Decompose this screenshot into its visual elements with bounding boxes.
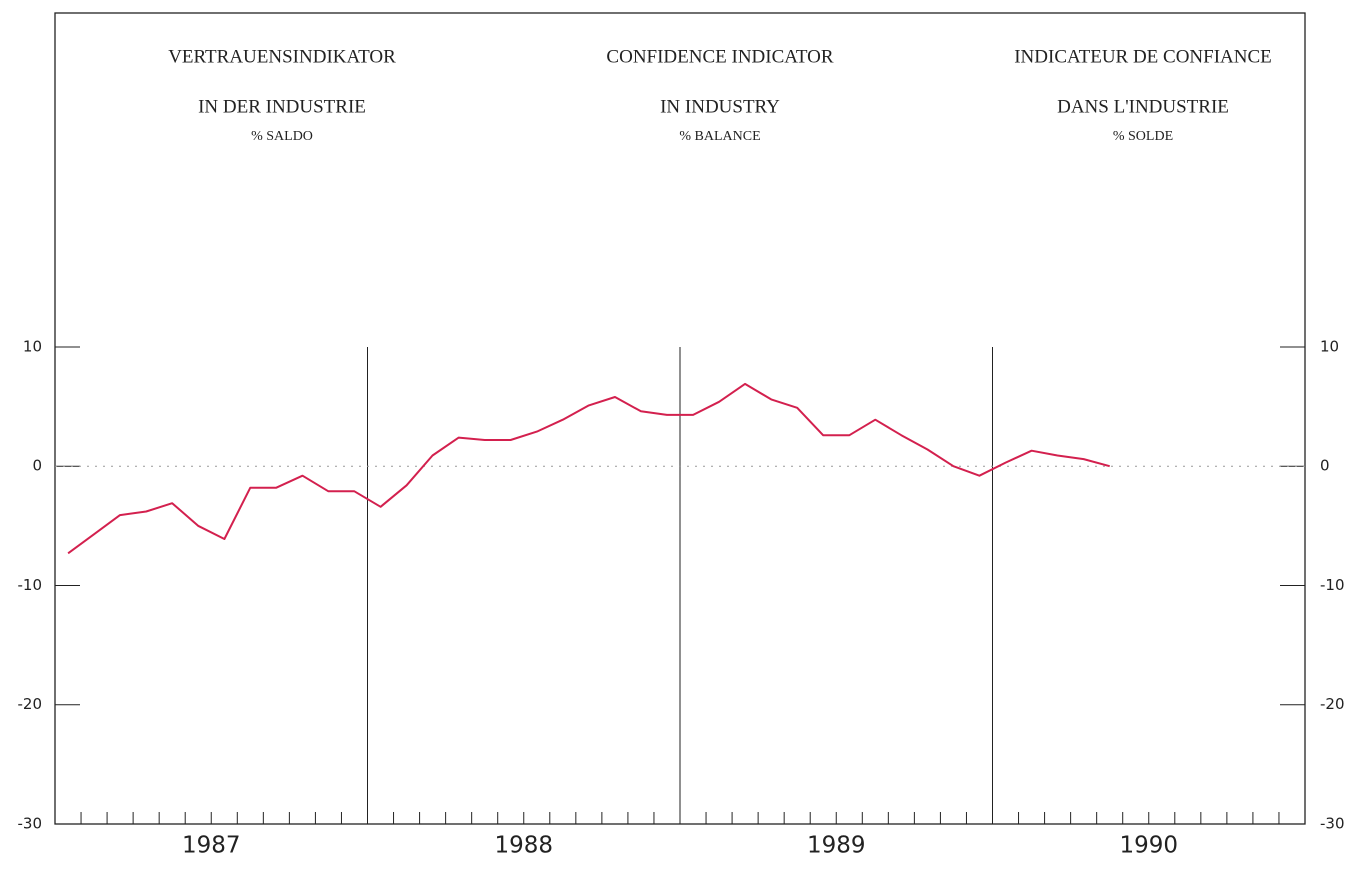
title-line: % SOLDE bbox=[1113, 129, 1173, 144]
y-tick-label: 10 bbox=[23, 337, 42, 355]
title-line: INDICATEUR DE CONFIANCE bbox=[1014, 46, 1272, 67]
data-line bbox=[67, 382, 1110, 555]
title-line: % SALDO bbox=[251, 129, 313, 144]
x-tick-label: 1990 bbox=[1119, 833, 1178, 859]
x-tick-label: 1988 bbox=[494, 833, 553, 859]
x-tick-label: 1987 bbox=[182, 833, 241, 859]
x-tick-label: 1989 bbox=[807, 833, 866, 859]
y2-tick-label: 10 bbox=[1320, 337, 1339, 355]
y2-tick-label: -20 bbox=[1320, 695, 1345, 713]
title-line: VERTRAUENSINDIKATOR bbox=[168, 46, 396, 67]
y2-tick-label: -10 bbox=[1320, 576, 1345, 594]
y2-tick-label: -30 bbox=[1320, 815, 1345, 833]
title-line: IN DER INDUSTRIE bbox=[198, 96, 366, 117]
y-tick-label: -20 bbox=[18, 695, 43, 713]
title-line: % BALANCE bbox=[679, 129, 760, 144]
y2-tick-label: 0 bbox=[1320, 457, 1330, 475]
y-tick-label: -30 bbox=[18, 815, 43, 833]
y-tick-label: 0 bbox=[32, 457, 42, 475]
y-tick-label: -10 bbox=[18, 576, 43, 594]
title-line: IN INDUSTRY bbox=[660, 96, 780, 117]
title-line: CONFIDENCE INDICATOR bbox=[606, 46, 833, 67]
title-line: DANS L'INDUSTRIE bbox=[1057, 96, 1229, 117]
